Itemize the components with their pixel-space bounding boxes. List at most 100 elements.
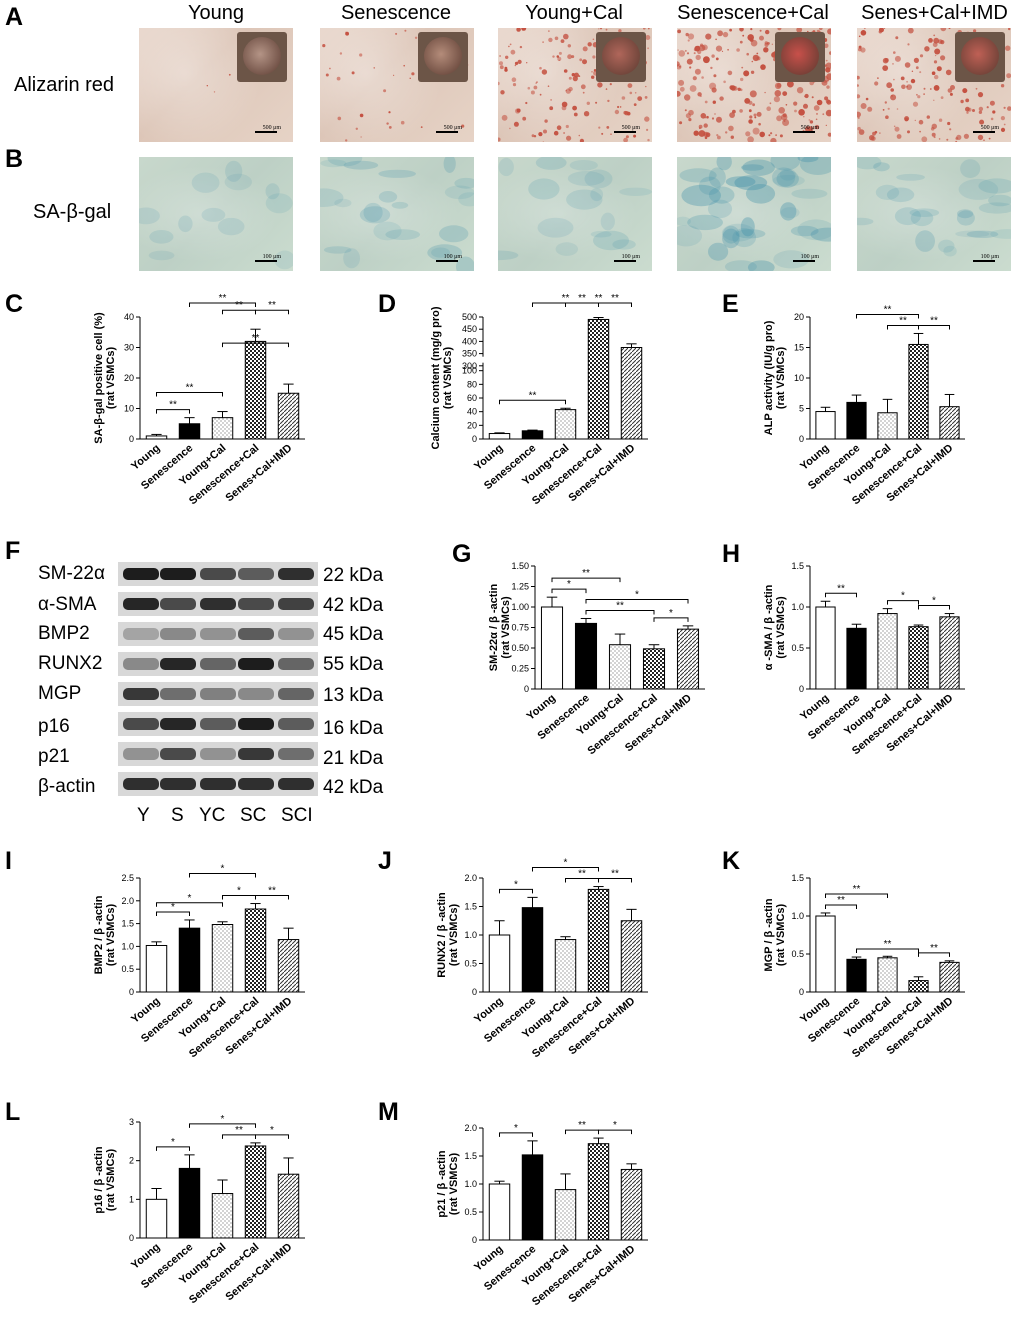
- deposit-dot: [865, 97, 869, 101]
- deposit-dot: [770, 137, 777, 142]
- significance-bracket: [565, 302, 632, 307]
- deposit-dot: [697, 49, 702, 55]
- stain-patch: [990, 229, 1011, 239]
- stain-patch: [139, 207, 160, 225]
- deposit-dot: [583, 111, 590, 117]
- deposit-dot: [882, 109, 885, 111]
- stain-patch: [708, 167, 726, 188]
- bar-young: [815, 411, 836, 440]
- deposit-dot: [906, 80, 908, 83]
- deposit-dot: [498, 81, 500, 86]
- deposit-dot: [776, 83, 782, 88]
- deposit-dot: [345, 139, 348, 142]
- deposit-dot: [501, 114, 508, 121]
- y-tick-label: 2: [129, 1156, 134, 1166]
- deposit-dot: [826, 85, 830, 89]
- deposit-dot: [519, 45, 523, 49]
- deposit-dot: [591, 71, 593, 73]
- y-tick-label: 100: [462, 366, 477, 376]
- chart-i: 0 0.5 1.0 1.5 2.0 2.5 BMP2 / β -actin (rat VSMC…: [93, 864, 305, 1060]
- deposit-dot: [322, 44, 326, 48]
- deposit-dot: [359, 113, 364, 118]
- deposit-dot: [816, 112, 818, 115]
- blot-band: [160, 568, 196, 580]
- significance-label: *: [932, 596, 936, 607]
- significance-label: *: [901, 591, 905, 602]
- y-tick-label: 0.75: [511, 623, 529, 633]
- blot-label-p16: p16: [38, 716, 70, 737]
- deposit-dot: [679, 121, 683, 125]
- deposit-dot: [933, 34, 936, 37]
- deposit-dot: [345, 31, 347, 33]
- bar-young: [145, 435, 168, 440]
- deposit-dot: [815, 118, 818, 121]
- blot-label-runx2: RUNX2: [38, 653, 103, 674]
- deposit-dot: [561, 105, 567, 111]
- blot-band: [238, 658, 274, 670]
- deposit-dot: [634, 92, 637, 94]
- scale-label: 100 μm: [262, 254, 281, 260]
- y-axis-label-line: BMP2 / β -actin: [93, 895, 105, 974]
- deposit-dot: [782, 91, 788, 96]
- y-tick-label: 20: [794, 312, 804, 322]
- significance-bracket: [551, 588, 587, 594]
- y-tick-label: 0.50: [511, 643, 529, 653]
- significance-label: *: [237, 886, 241, 897]
- deposit-dot: [678, 79, 685, 86]
- deposit-dot: [764, 91, 766, 94]
- significance-label: *: [567, 579, 571, 590]
- significance-bracket: [585, 598, 689, 604]
- deposit-dot: [677, 61, 680, 67]
- deposit-dot: [411, 72, 415, 76]
- deposit-dot: [646, 128, 649, 131]
- deposit-dot: [414, 36, 418, 39]
- deposit-dot: [530, 90, 535, 95]
- deposit-dot: [592, 38, 595, 41]
- deposit-dot: [499, 61, 503, 66]
- axis-break: [480, 356, 649, 363]
- deposit-dot: [808, 126, 814, 132]
- blot-band: [200, 778, 236, 790]
- y-tick-label: 2.0: [121, 896, 134, 906]
- bar-senescence-cal: [244, 340, 267, 440]
- deposit-dot: [539, 66, 542, 70]
- deposit-dot: [609, 83, 612, 86]
- deposit-dot: [513, 121, 519, 127]
- bar-young-cal: [877, 957, 898, 993]
- significance-label: **: [611, 869, 619, 880]
- scale-bar: [255, 260, 277, 262]
- deposit-dot: [885, 115, 889, 119]
- deposit-dot: [715, 57, 719, 61]
- deposit-dot: [579, 58, 583, 62]
- deposit-dot: [325, 73, 329, 77]
- stain-patch: [909, 208, 940, 217]
- deposit-dot: [752, 127, 760, 135]
- y-axis-label: SM-22α / β -actin (rat VSMCs): [488, 584, 512, 672]
- blot-band: [160, 718, 196, 730]
- deposit-dot: [796, 87, 804, 94]
- deposit-dot: [710, 66, 713, 70]
- deposit-dot: [587, 42, 592, 47]
- deposit-dot: [647, 47, 649, 50]
- stain-patch: [343, 160, 379, 170]
- deposit-dot: [351, 71, 355, 75]
- bar-senescence: [846, 958, 867, 993]
- significance-label: **: [595, 293, 603, 304]
- y-tick-label: 1.00: [511, 602, 529, 612]
- deposit-dot: [601, 132, 604, 135]
- blot-band: [278, 748, 314, 760]
- stain-patch: [498, 157, 514, 177]
- deposit-dot: [556, 125, 562, 130]
- western-blot: [118, 560, 318, 800]
- culture-dish: [596, 32, 646, 82]
- deposit-dot: [677, 29, 681, 34]
- deposit-dot: [858, 45, 862, 49]
- significance-label: **: [268, 300, 276, 311]
- deposit-dot: [779, 134, 783, 138]
- blot-label-bmp2: BMP2: [38, 623, 90, 644]
- stain-patch: [894, 207, 921, 226]
- stain-patch: [149, 230, 174, 244]
- y-axis-label-line: (rat VSMCs): [105, 903, 117, 966]
- kda-label-runx2: 55 kDa: [323, 654, 384, 675]
- y-tick-label: 1.5: [464, 1151, 477, 1161]
